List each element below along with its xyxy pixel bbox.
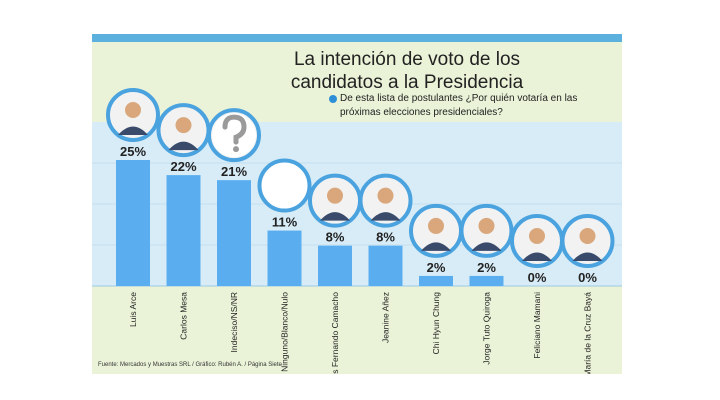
question-bullet-icon xyxy=(329,95,337,103)
portrait-body-2 xyxy=(168,141,199,151)
value-label-4: 11% xyxy=(272,215,298,230)
value-label-7: 2% xyxy=(427,260,446,275)
portrait-body-6 xyxy=(370,212,401,221)
bar-3 xyxy=(217,180,251,286)
bar-2 xyxy=(166,175,201,286)
value-label-2: 22% xyxy=(170,159,196,174)
portrait-face-1 xyxy=(125,102,141,118)
category-label-2: Carlos Mesa xyxy=(179,292,189,340)
portrait-face-10 xyxy=(579,228,596,244)
top-accent-bar xyxy=(92,34,622,42)
category-label-7: Chi Hyun Chung xyxy=(431,292,441,355)
category-label-3: Indeciso/NS/NR xyxy=(229,292,239,352)
category-label-1: Luis Arce xyxy=(128,292,138,327)
value-label-8: 2% xyxy=(477,260,496,275)
portrait-body-8 xyxy=(471,242,502,251)
chart-title: La intención de voto de los candidatos a… xyxy=(257,48,557,94)
bar-4 xyxy=(267,230,302,286)
chart-title-line-2: candidatos a la Presidencia xyxy=(290,72,524,93)
bar-1 xyxy=(116,160,150,286)
bar-6 xyxy=(368,245,403,286)
bar-chart: 25% Luis Arce 22% Carlos Mesa 21% Indeciso/NS… xyxy=(92,88,622,374)
bar-5 xyxy=(318,245,352,286)
category-label-6: Jeanine Añez xyxy=(381,292,391,343)
source-credit: Fuente: Mercados y Muestras SRL / Gráfic… xyxy=(98,362,282,368)
portrait-face-7 xyxy=(428,217,444,234)
value-label-6: 8% xyxy=(376,230,395,245)
portrait-body-10 xyxy=(572,252,603,261)
portrait-body-5 xyxy=(320,212,350,221)
value-label-10: 0% xyxy=(578,270,597,285)
category-label-5: Luis Fernando Camacho xyxy=(330,292,340,374)
portrait-body-7 xyxy=(421,242,451,251)
value-label-5: 8% xyxy=(326,230,345,245)
bar-8 xyxy=(469,275,504,286)
chart-card: 25% Luis Arce 22% Carlos Mesa 21% Indeciso/NS… xyxy=(92,34,622,374)
value-label-1: 25% xyxy=(120,144,146,159)
portrait-face-8 xyxy=(478,217,495,234)
portrait-body-1 xyxy=(118,126,148,135)
category-label-8: Jorge Tuto Quiroga xyxy=(482,292,492,365)
category-label-4: Ninguno/Blanco/Nulo xyxy=(280,292,290,372)
value-label-3: 21% xyxy=(221,164,247,179)
question-mark-dot-icon xyxy=(233,146,239,153)
portrait-face-2 xyxy=(175,117,192,134)
bar-7 xyxy=(419,275,453,286)
portrait-4 xyxy=(257,158,312,213)
survey-question: De esta lista de postulantes ¿Por quién … xyxy=(340,93,578,118)
portrait-body-9 xyxy=(522,252,552,261)
portrait-face-9 xyxy=(529,228,545,244)
category-label-9: Feliciano Mamani xyxy=(532,292,542,359)
portrait-face-6 xyxy=(377,187,394,204)
chart-title-line-1: La intención de voto de los xyxy=(293,49,521,70)
value-label-9: 0% xyxy=(528,270,547,285)
question-mark-icon xyxy=(222,114,247,145)
category-label-10: María de la Cruz Bayá xyxy=(583,292,593,374)
portrait-face-5 xyxy=(327,187,343,204)
